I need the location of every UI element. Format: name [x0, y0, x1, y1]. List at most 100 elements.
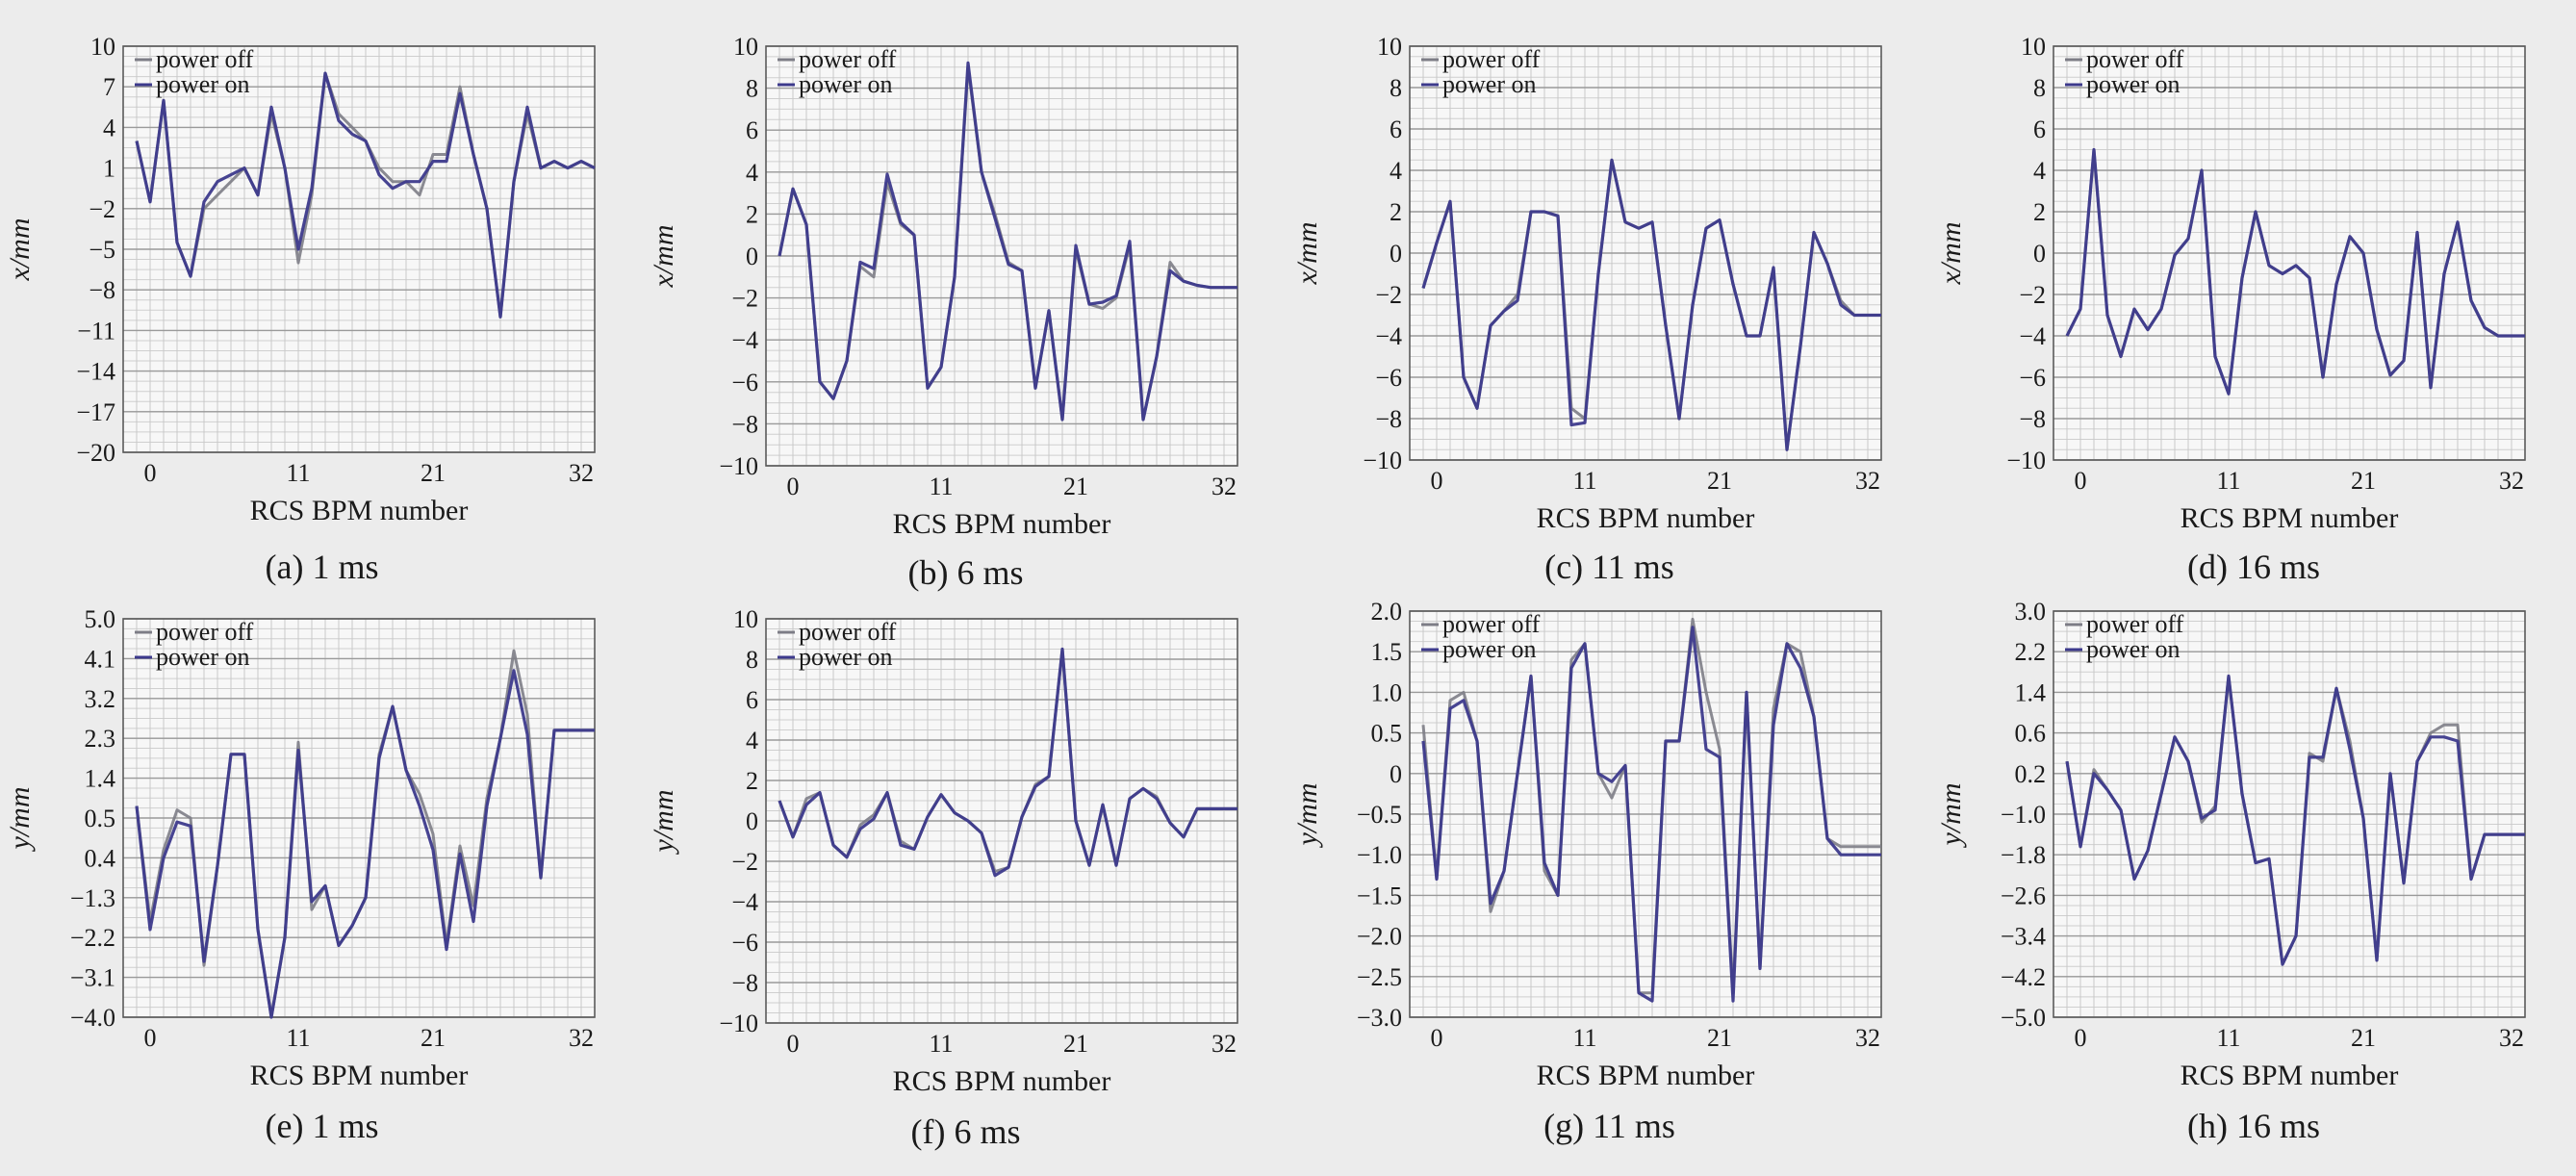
x-tick-label: 32 — [2499, 467, 2524, 495]
panel-a: 10 7 4 1 −2 −5 −8 −11 −14 −17 −20 0 11 21 32 power off p… — [0, 0, 644, 588]
plot-frame — [765, 618, 1238, 1024]
y-tick-label: 6 — [746, 686, 758, 714]
y-tick-label: −0.5 — [1357, 801, 1402, 829]
plot-d: 10 8 6 4 2 0 −2 −4 −6 −8 −10 0 11 21 32 power offpower … — [1935, 33, 2526, 534]
x-tick-label: 21 — [2351, 467, 2376, 495]
x-tick-label: 21 — [421, 459, 446, 487]
series-line-power-on — [1421, 158, 1881, 451]
y-tick-label: 6 — [2033, 115, 2046, 143]
y-axis-label: x/mm — [4, 218, 36, 282]
x-axis-label: RCS BPM number — [1537, 1060, 1755, 1091]
x-tick-label: 11 — [286, 459, 310, 487]
legend-label: power on — [799, 643, 892, 671]
plot-frame — [2053, 610, 2526, 1018]
y-tick-label: 10 — [90, 33, 115, 61]
y-tick-label: −10 — [719, 452, 758, 480]
legend-label: power off — [2086, 610, 2184, 638]
x-tick-label: 21 — [2351, 1024, 2376, 1052]
legend-label: power on — [1442, 635, 1536, 663]
x-tick-label: 0 — [1431, 467, 1443, 495]
y-tick-label: −1.0 — [2001, 801, 2046, 829]
caption-f: (f) 6 ms — [910, 1112, 1021, 1151]
x-tick-label: 32 — [1211, 1030, 1237, 1058]
series-line-power-on — [778, 647, 1237, 878]
legend-label: power off — [1442, 45, 1541, 73]
caption-c: (c) 11 ms — [1544, 548, 1674, 586]
panel-g: 2.0 1.5 1.0 0.5 0 −0.5 −1.0 −1.5 −2.0 −2.5 −3.0 0 11… — [1288, 588, 1931, 1176]
series-line-power-on — [1421, 626, 1881, 1003]
y-tick-label: 2.0 — [1371, 598, 1403, 626]
y-tick-label: 2 — [2033, 198, 2046, 226]
y-tick-label: 4 — [1390, 157, 1402, 185]
series-line-power-on — [135, 71, 596, 319]
chart-b: 10 8 6 4 2 0 −2 −4 −6 −8 −10 0 11 21 32 power offpower … — [648, 33, 1238, 540]
series-line-power-on — [2065, 674, 2525, 966]
caption-e: (e) 1 ms — [265, 1107, 379, 1145]
y-tick-label: −6 — [731, 369, 758, 396]
legend-label: power on — [156, 70, 249, 98]
x-axis-label: RCS BPM number — [2181, 1060, 2399, 1091]
legend-label: power on — [2086, 70, 2180, 98]
y-axis-label: y/mm — [1291, 783, 1323, 849]
x-tick-label: 11 — [1572, 467, 1596, 495]
y-tick-label: 0.5 — [1371, 720, 1403, 748]
legend-label: power on — [156, 643, 249, 671]
y-tick-label: 4 — [746, 159, 758, 187]
y-tick-label: 0.4 — [85, 844, 116, 872]
y-tick-label: −8 — [731, 410, 758, 438]
y-tick-label: −4 — [1375, 322, 1402, 350]
x-tick-label: 21 — [1707, 467, 1732, 495]
y-tick-label: 0.5 — [85, 805, 116, 832]
caption-d: (d) 16 ms — [2187, 548, 2320, 586]
y-tick-label: −3.4 — [2001, 923, 2046, 951]
x-tick-label: 32 — [1855, 1024, 1880, 1052]
y-axis-label: y/mm — [1935, 783, 1967, 849]
y-tick-label: −2.6 — [2001, 882, 2046, 909]
y-tick-label: 4 — [103, 114, 115, 141]
chart-h: 3.0 2.2 1.4 0.6 0.2 −1.0 −1.8 −2.6 −3.4 −4.2 −5.0 0… — [1935, 598, 2526, 1091]
y-axis-label: x/mm — [648, 225, 679, 289]
x-tick-label: 0 — [2075, 1024, 2087, 1052]
y-tick-label: −14 — [76, 358, 115, 386]
x-tick-label: 32 — [2499, 1024, 2524, 1052]
caption-h: (h) 16 ms — [2187, 1107, 2320, 1145]
plot-frame — [2053, 45, 2526, 461]
y-tick-label: −5 — [89, 236, 115, 264]
x-tick-label: 32 — [569, 1024, 594, 1052]
legend-label: power off — [156, 618, 254, 646]
x-tick-label: 32 — [1855, 467, 1880, 495]
y-tick-label: −2 — [1375, 281, 1402, 309]
y-tick-label: −10 — [719, 1010, 758, 1037]
y-tick-label: 0 — [746, 243, 758, 270]
y-tick-label: 10 — [2021, 33, 2046, 61]
legend-label: power on — [2086, 635, 2180, 663]
y-tick-label: −2 — [731, 285, 758, 313]
plot-b: 10 8 6 4 2 0 −2 −4 −6 −8 −10 0 11 21 32 power offpower … — [648, 33, 1238, 540]
y-tick-label: −4.0 — [70, 1004, 115, 1032]
y-tick-label: 10 — [733, 33, 758, 61]
y-tick-label: 0.6 — [2015, 720, 2047, 748]
y-tick-label: −17 — [76, 398, 115, 426]
plot-frame — [1409, 610, 1882, 1018]
y-axis-label: y/mm — [648, 790, 679, 856]
panel-c: 10 8 6 4 2 0 −2 −4 −6 −8 −10 0 11 21 32 power off power … — [1288, 0, 1931, 588]
x-tick-label: 11 — [286, 1024, 310, 1052]
x-axis-label: RCS BPM number — [250, 495, 469, 526]
y-tick-label: 2 — [1390, 198, 1402, 226]
x-axis-label: RCS BPM number — [250, 1060, 469, 1091]
y-tick-label: 8 — [746, 646, 758, 674]
panel-b: 10 8 6 4 2 0 −2 −4 −6 −8 −10 0 11 21 32 power off power … — [644, 0, 1288, 592]
y-tick-label: 6 — [1390, 115, 1402, 143]
y-tick-label: −3.0 — [1357, 1004, 1402, 1032]
x-axis-label: RCS BPM number — [1537, 502, 1755, 534]
x-tick-label: 11 — [2216, 1024, 2240, 1052]
x-tick-label: 11 — [929, 473, 953, 500]
panel-d: 10 8 6 4 2 0 −2 −4 −6 −8 −10 0 11 21 32 power off power … — [1931, 0, 2576, 588]
chart-e: 5.0 4.1 3.2 2.3 1.4 0.5 0.4 −1.3 −2.2 −3.1 −4.0 0 11… — [4, 605, 596, 1091]
